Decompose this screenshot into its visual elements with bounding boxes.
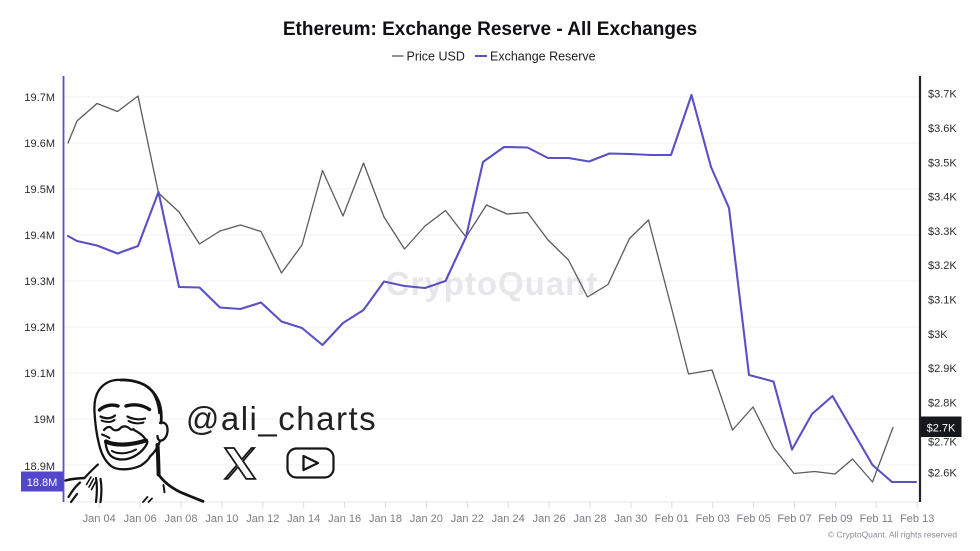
svg-text:Jan 22: Jan 22 bbox=[451, 513, 484, 525]
svg-text:Jan 10: Jan 10 bbox=[205, 513, 238, 525]
svg-text:Feb 13: Feb 13 bbox=[900, 513, 934, 525]
svg-text:Feb 01: Feb 01 bbox=[655, 513, 689, 525]
svg-text:Feb 07: Feb 07 bbox=[777, 513, 811, 525]
svg-text:Jan 06: Jan 06 bbox=[124, 513, 157, 525]
svg-text:19.4M: 19.4M bbox=[24, 230, 55, 242]
svg-text:19.7M: 19.7M bbox=[24, 92, 55, 104]
svg-text:Jan 26: Jan 26 bbox=[533, 513, 566, 525]
svg-text:Jan 16: Jan 16 bbox=[328, 513, 361, 525]
svg-text:$2.6K: $2.6K bbox=[928, 468, 957, 480]
svg-text:$3.3K: $3.3K bbox=[928, 226, 957, 238]
svg-text:@ali_charts: @ali_charts bbox=[186, 400, 377, 437]
svg-text:$2.7K: $2.7K bbox=[928, 437, 957, 449]
svg-text:$2.7K: $2.7K bbox=[927, 423, 956, 435]
svg-text:19.3M: 19.3M bbox=[24, 276, 55, 288]
svg-text:$2.9K: $2.9K bbox=[928, 363, 957, 375]
svg-text:19.1M: 19.1M bbox=[24, 368, 55, 380]
svg-text:Jan 12: Jan 12 bbox=[246, 513, 279, 525]
svg-text:$3.4K: $3.4K bbox=[928, 192, 957, 204]
svg-text:Feb 09: Feb 09 bbox=[818, 513, 852, 525]
svg-text:Jan 04: Jan 04 bbox=[83, 513, 116, 525]
svg-text:Jan 24: Jan 24 bbox=[492, 513, 525, 525]
svg-text:Jan 08: Jan 08 bbox=[164, 513, 197, 525]
svg-text:$3.2K: $3.2K bbox=[928, 260, 957, 272]
svg-text:CryptoQuant: CryptoQuant bbox=[386, 265, 599, 302]
svg-text:Feb 05: Feb 05 bbox=[736, 513, 770, 525]
svg-text:19M: 19M bbox=[34, 414, 55, 426]
svg-text:© CryptoQuant. All rights rese: © CryptoQuant. All rights reserved bbox=[828, 530, 957, 540]
svg-text:Price USD: Price USD bbox=[407, 50, 465, 64]
svg-text:$3.7K: $3.7K bbox=[928, 89, 957, 101]
svg-text:18.8M: 18.8M bbox=[27, 477, 58, 489]
svg-text:$3.1K: $3.1K bbox=[928, 295, 957, 307]
svg-text:Ethereum: Exchange Reserve - A: Ethereum: Exchange Reserve - All Exchang… bbox=[283, 19, 697, 40]
svg-text:$3.6K: $3.6K bbox=[928, 123, 957, 135]
svg-text:19.2M: 19.2M bbox=[24, 322, 55, 334]
svg-text:Feb 11: Feb 11 bbox=[860, 513, 893, 525]
svg-text:19.5M: 19.5M bbox=[24, 184, 55, 196]
svg-text:Jan 28: Jan 28 bbox=[573, 513, 606, 525]
svg-text:$2.8K: $2.8K bbox=[928, 397, 957, 409]
svg-text:Exchange Reserve: Exchange Reserve bbox=[490, 50, 596, 64]
svg-text:$3K: $3K bbox=[928, 329, 948, 341]
svg-text:Feb 03: Feb 03 bbox=[696, 513, 730, 525]
svg-text:Jan 14: Jan 14 bbox=[287, 513, 320, 525]
svg-text:Jan 20: Jan 20 bbox=[410, 513, 443, 525]
svg-text:$3.5K: $3.5K bbox=[928, 157, 957, 169]
svg-text:18.9M: 18.9M bbox=[24, 461, 55, 473]
svg-text:19.6M: 19.6M bbox=[24, 138, 55, 150]
svg-text:Jan 30: Jan 30 bbox=[614, 513, 647, 525]
svg-text:Jan 18: Jan 18 bbox=[369, 513, 402, 525]
